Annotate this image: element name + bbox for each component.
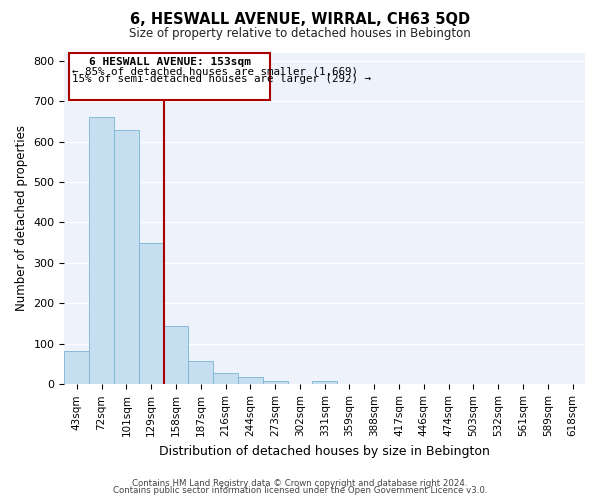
FancyBboxPatch shape [70,54,270,100]
Text: Size of property relative to detached houses in Bebington: Size of property relative to detached ho… [129,28,471,40]
Y-axis label: Number of detached properties: Number of detached properties [15,126,28,312]
Bar [238,377,263,384]
X-axis label: Distribution of detached houses by size in Bebington: Distribution of detached houses by size … [159,444,490,458]
Text: 15% of semi-detached houses are larger (292) →: 15% of semi-detached houses are larger (… [72,74,371,84]
Bar [188,362,213,384]
Text: ← 85% of detached houses are smaller (1,669): ← 85% of detached houses are smaller (1,… [72,66,358,76]
Text: 6 HESWALL AVENUE: 153sqm: 6 HESWALL AVENUE: 153sqm [89,58,251,68]
Bar [213,374,238,384]
Bar [164,326,188,384]
Bar [263,381,287,384]
Bar [114,130,139,384]
Bar [89,117,114,384]
Bar [139,244,164,384]
Bar [313,382,337,384]
Text: 6, HESWALL AVENUE, WIRRAL, CH63 5QD: 6, HESWALL AVENUE, WIRRAL, CH63 5QD [130,12,470,28]
Bar [64,351,89,384]
Text: Contains HM Land Registry data © Crown copyright and database right 2024.: Contains HM Land Registry data © Crown c… [132,478,468,488]
Text: Contains public sector information licensed under the Open Government Licence v3: Contains public sector information licen… [113,486,487,495]
